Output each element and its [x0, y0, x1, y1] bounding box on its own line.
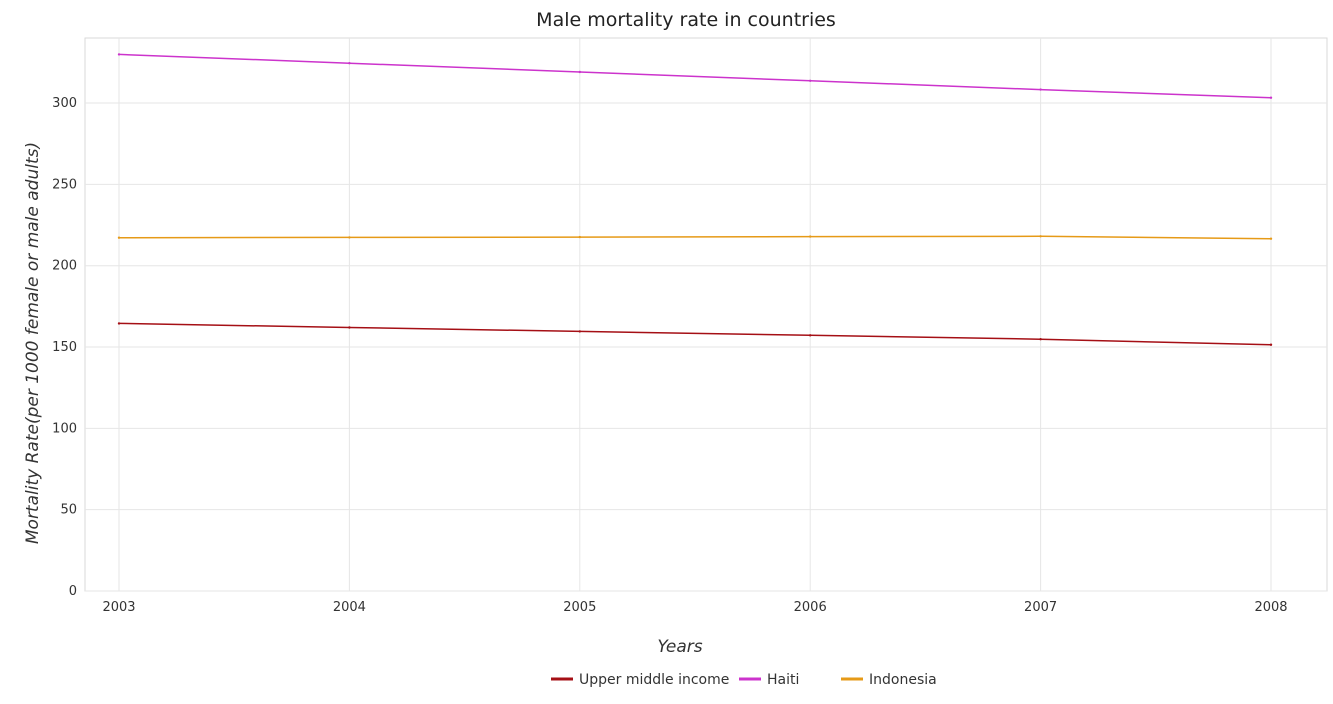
- y-tick-label: 250: [52, 177, 77, 192]
- data-point: [1039, 88, 1042, 91]
- data-point: [348, 326, 351, 329]
- data-point: [578, 235, 581, 239]
- legend-item: Upper middle income: [551, 672, 729, 688]
- series-lines: [117, 53, 1273, 346]
- y-tick-label: 0: [69, 584, 77, 599]
- y-tick-label: 200: [52, 259, 77, 274]
- data-point: [117, 53, 121, 56]
- data-point: [1039, 235, 1042, 238]
- x-axis-title: Years: [657, 637, 702, 657]
- data-point: [1269, 237, 1273, 240]
- data-point: [1269, 343, 1273, 346]
- grid: [84, 37, 1328, 592]
- y-tick-label: 300: [52, 96, 77, 111]
- series-line-2: [118, 235, 1272, 240]
- legend: Upper middle income Haiti Indonesia: [551, 672, 937, 688]
- data-point: [1269, 96, 1273, 99]
- data-point: [578, 70, 581, 74]
- data-point: [809, 334, 812, 337]
- y-tick-label: 100: [52, 421, 77, 436]
- plot-area-border: [84, 37, 1328, 592]
- y-tick-label: 50: [60, 503, 77, 518]
- series-line-1: [118, 53, 1272, 99]
- data-point: [809, 235, 812, 238]
- legend-label: Upper middle income: [579, 672, 729, 688]
- series-line-0: [118, 322, 1272, 346]
- x-tick-label: 2005: [563, 600, 596, 615]
- y-axis-ticks: 0 50 100 150 200 250 300: [52, 96, 77, 599]
- x-tick-label: 2004: [333, 600, 366, 615]
- x-tick-label: 2008: [1254, 600, 1287, 615]
- legend-item: Haiti: [739, 672, 799, 688]
- data-point: [348, 62, 351, 65]
- y-tick-label: 150: [52, 340, 77, 355]
- data-point: [117, 322, 121, 325]
- legend-label: Haiti: [767, 672, 799, 688]
- legend-item: Indonesia: [841, 672, 937, 688]
- data-point: [117, 236, 121, 239]
- data-point: [1039, 338, 1042, 341]
- data-point: [348, 236, 351, 239]
- data-point: [578, 330, 581, 333]
- x-tick-label: 2007: [1024, 600, 1057, 615]
- y-axis-title: Mortality Rate(per 1000 female or male a…: [23, 142, 43, 544]
- x-tick-label: 2003: [102, 600, 135, 615]
- x-axis-ticks: 2003 2004 2005 2006 2007 2008: [102, 600, 1287, 615]
- data-point: [809, 79, 812, 82]
- legend-label: Indonesia: [869, 672, 937, 688]
- x-tick-label: 2006: [794, 600, 827, 615]
- chart-title: Male mortality rate in countries: [536, 9, 836, 31]
